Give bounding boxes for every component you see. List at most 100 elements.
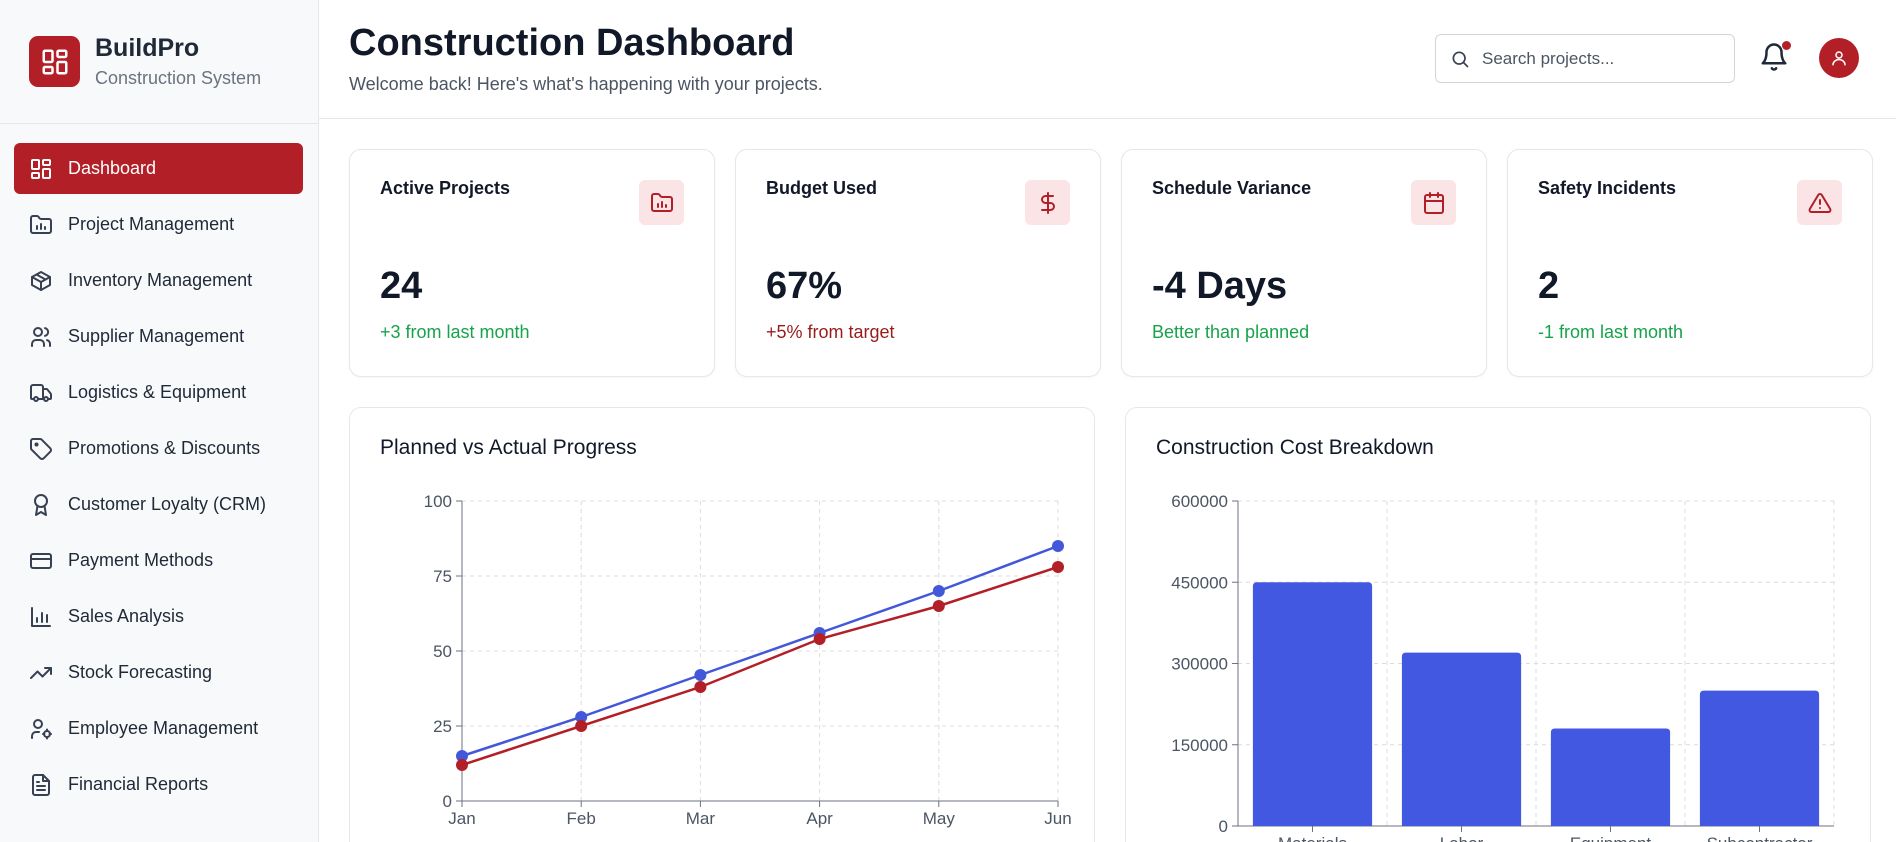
y-tick-label: 100: [424, 492, 452, 511]
folder-chart-icon: [650, 192, 673, 212]
data-point-planned[interactable]: [575, 711, 588, 723]
sidebar-item-label: Inventory Management: [68, 270, 253, 290]
y-tick-label: 25: [433, 717, 452, 736]
bar-equipment[interactable]: [1550, 728, 1671, 827]
x-tick-label: Subcontractor: [1707, 834, 1813, 842]
stat-value: -4 Days: [1152, 265, 1288, 307]
data-point-actual[interactable]: [694, 681, 707, 693]
progress-line-chart: 0 25 50 75 100 Jan Feb Mar Apr May Jun: [424, 492, 1072, 828]
sidebar-item-label: Payment Methods: [68, 550, 214, 570]
stat-card-active-projects: Active Projects 24 +3 from last month: [349, 149, 715, 377]
users-icon: [31, 326, 52, 347]
y-tick-label: 450000: [1171, 573, 1228, 592]
y-tick-label: 300000: [1171, 655, 1228, 674]
warning-icon: [1808, 192, 1831, 213]
search-box[interactable]: [1435, 34, 1735, 83]
dollar-icon: [1040, 191, 1055, 214]
stat-icon-badge: [1797, 180, 1842, 225]
stats-row: Active Projects 24 +3 from last month Budge…: [349, 149, 1873, 377]
bar-chart-icon: [31, 606, 51, 627]
sidebar-item-label: Project Management: [68, 214, 235, 234]
search-input[interactable]: [1482, 48, 1722, 69]
data-point-actual[interactable]: [932, 600, 945, 612]
credit-card-icon: [30, 552, 52, 569]
x-tick-label: Jan: [448, 809, 475, 828]
x-tick-label: Feb: [567, 809, 596, 828]
sidebar-item-sales-analysis[interactable]: Sales Analysis: [14, 591, 303, 642]
series-line-planned: [461, 544, 1059, 758]
progress-chart-card: Planned vs Actual Progress 0 25 50 75 100 Jan…: [349, 407, 1095, 842]
stat-value: 24: [380, 265, 423, 307]
bar-subcontractor[interactable]: [1699, 690, 1820, 826]
data-point-actual[interactable]: [456, 759, 468, 771]
sidebar-nav: Dashboard Project Management Inventory Man…: [0, 124, 318, 810]
cost-chart-card: Construction Cost Breakdown 0 150000 30000…: [1125, 407, 1871, 842]
series-line-actual: [461, 565, 1059, 767]
sidebar-item-label: Logistics & Equipment: [68, 382, 247, 402]
sidebar-item-label: Employee Management: [68, 718, 259, 738]
award-icon: [34, 493, 48, 516]
stat-change: -1 from last month: [1538, 322, 1684, 342]
x-tick-label: Apr: [806, 809, 833, 828]
data-point-planned[interactable]: [456, 750, 468, 762]
notification-dot: [1782, 41, 1791, 50]
stat-change: +5% from target: [766, 322, 895, 342]
data-point-planned[interactable]: [694, 669, 707, 681]
bar-labor[interactable]: [1401, 652, 1522, 826]
page-subtitle: Welcome back! Here's what's happening wi…: [349, 74, 823, 94]
brand: BuildPro Construction System: [0, 0, 318, 124]
brand-logo-icon: [29, 36, 80, 87]
sidebar-item-logistics-equipment[interactable]: Logistics & Equipment: [14, 367, 303, 418]
y-tick-label: 50: [433, 642, 452, 661]
notifications-bell-icon[interactable]: [1759, 42, 1789, 72]
sidebar-item-customer-loyalty-crm[interactable]: Customer Loyalty (CRM): [14, 479, 303, 530]
sidebar-item-financial-reports[interactable]: Financial Reports: [14, 759, 303, 810]
progress-chart-title: Planned vs Actual Progress: [380, 436, 637, 459]
sidebar-item-payment-methods[interactable]: Payment Methods: [14, 535, 303, 586]
sidebar-item-label: Promotions & Discounts: [68, 438, 261, 458]
y-tick-label: 600000: [1171, 492, 1228, 511]
bar-materials[interactable]: [1252, 582, 1373, 826]
x-tick-label: Jun: [1044, 809, 1071, 828]
data-point-actual[interactable]: [575, 720, 588, 732]
sidebar-item-project-management[interactable]: Project Management: [14, 199, 303, 250]
data-point-planned[interactable]: [1052, 540, 1064, 552]
calendar-icon: [1423, 191, 1444, 214]
sidebar-item-stock-forecasting[interactable]: Stock Forecasting: [14, 647, 303, 698]
stat-title: Schedule Variance: [1152, 178, 1312, 198]
stat-title: Budget Used: [766, 178, 878, 198]
user-avatar[interactable]: [1819, 38, 1859, 78]
sidebar-item-dashboard[interactable]: Dashboard: [14, 143, 303, 194]
stat-icon-badge: [1025, 180, 1070, 225]
x-tick-label: May: [923, 809, 956, 828]
y-tick-label: 75: [433, 567, 452, 586]
sidebar-item-promotions-discounts[interactable]: Promotions & Discounts: [14, 423, 303, 474]
data-point-actual[interactable]: [813, 633, 826, 645]
sidebar-item-label: Dashboard: [68, 158, 157, 178]
sidebar-item-inventory-management[interactable]: Inventory Management: [14, 255, 303, 306]
user-icon: [1832, 51, 1846, 66]
dashboard-icon: [31, 158, 51, 179]
sidebar-item-employee-management[interactable]: Employee Management: [14, 703, 303, 754]
file-text-icon: [32, 773, 50, 796]
package-icon: [31, 270, 51, 291]
trending-up-icon: [30, 666, 52, 679]
brand-name: BuildPro: [95, 33, 200, 62]
data-point-actual[interactable]: [1052, 561, 1064, 573]
user-cog-icon: [31, 718, 52, 739]
page-header: Construction Dashboard Welcome back! Her…: [319, 0, 1896, 119]
stat-change: Better than planned: [1152, 322, 1310, 342]
stat-icon-badge: [639, 180, 684, 225]
data-point-planned[interactable]: [932, 585, 945, 597]
sidebar: BuildPro Construction System Dashboard Pr…: [0, 0, 319, 842]
x-tick-label: Materials: [1278, 834, 1347, 842]
page-title: Construction Dashboard: [349, 22, 795, 64]
brand-subtitle: Construction System: [95, 67, 262, 88]
sidebar-item-supplier-management[interactable]: Supplier Management: [14, 311, 303, 362]
x-tick-label: Equipment: [1570, 834, 1652, 842]
folder-chart-icon: [30, 214, 52, 234]
stat-value: 67%: [766, 265, 843, 307]
y-tick-label: 150000: [1171, 736, 1228, 755]
stat-title: Active Projects: [380, 178, 511, 198]
y-tick-label: 0: [1219, 817, 1228, 836]
